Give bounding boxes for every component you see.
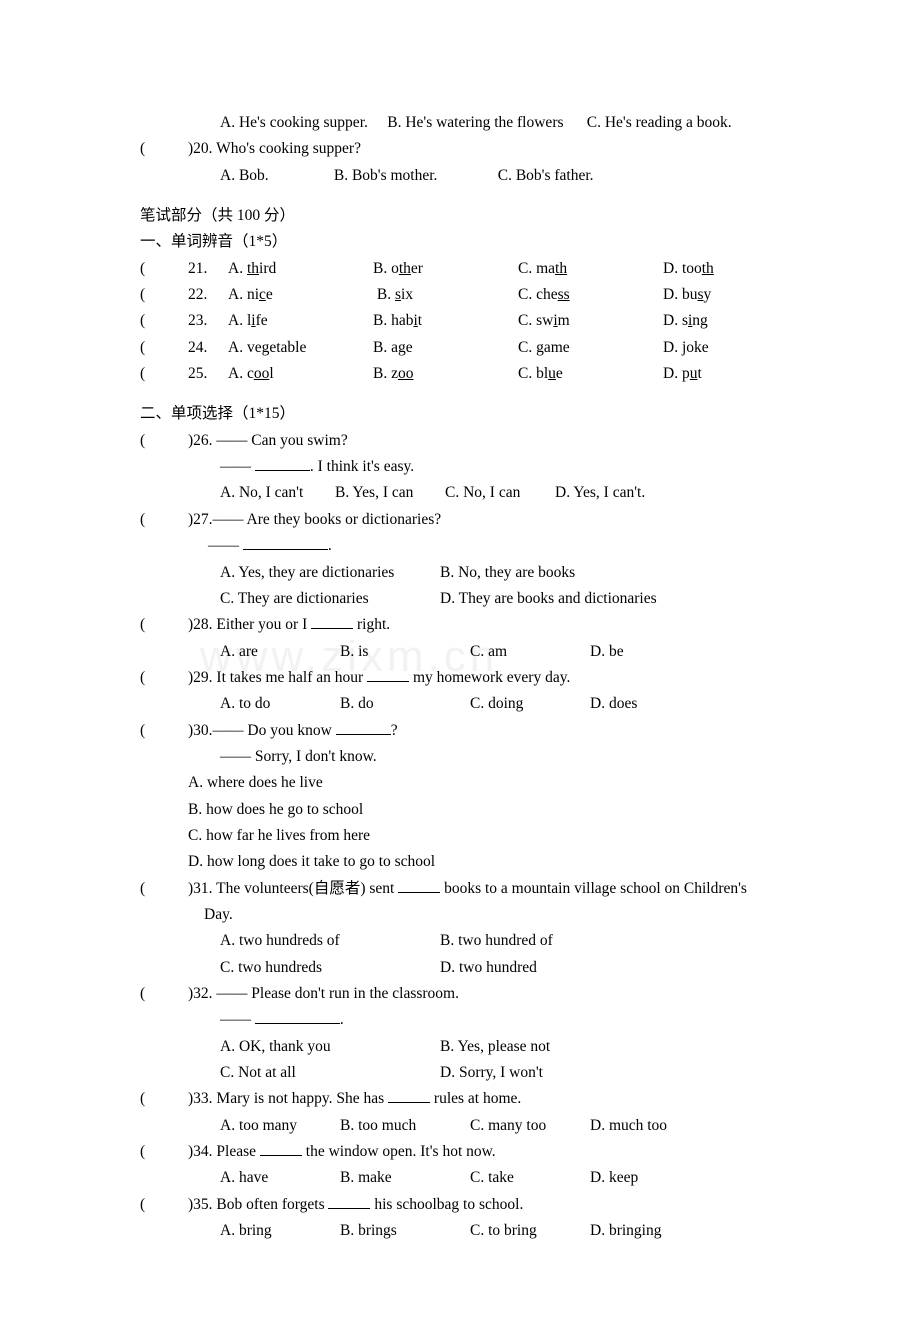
top-options: A. He's cooking supper. B. He's watering… bbox=[140, 110, 800, 136]
q27-options-2: C. They are dictionaries D. They are boo… bbox=[140, 586, 800, 612]
opt-b: B. He's watering the flowers bbox=[387, 114, 563, 131]
q28: ( )28. Either you or I right. bbox=[140, 612, 800, 638]
opt-c: C. Bob's father. bbox=[498, 167, 594, 184]
opt-b: B. Bob's mother. bbox=[334, 163, 494, 189]
q26: ( )26. —— Can you swim? bbox=[140, 428, 800, 454]
q31-line2: Day. bbox=[140, 902, 800, 928]
sec1-table: ( 21. A. third B. other C. math D. tooth… bbox=[140, 256, 800, 388]
sec1-header: 一、单词辨音（1*5） bbox=[140, 229, 800, 255]
q30: ( )30.—— Do you know ? bbox=[140, 718, 800, 744]
q30-opt-a: A. where does he live bbox=[140, 770, 800, 796]
q27-options-1: A. Yes, they are dictionaries B. No, the… bbox=[140, 560, 800, 586]
q31: ( )31. The volunteers(自愿者) sent books to… bbox=[140, 876, 800, 902]
q30-opt-d: D. how long does it take to go to school bbox=[140, 849, 800, 875]
q29: ( )29. It takes me half an hour my homew… bbox=[140, 665, 800, 691]
q31-options-1: A. two hundreds of B. two hundred of bbox=[140, 928, 800, 954]
q20-options: A. Bob. B. Bob's mother. C. Bob's father… bbox=[140, 163, 800, 189]
bracket: ( bbox=[140, 136, 188, 162]
q34-options: A. have B. make C. take D. keep bbox=[140, 1165, 800, 1191]
q30-opt-b: B. how does he go to school bbox=[140, 797, 800, 823]
q27: ( )27.—— Are they books or dictionaries? bbox=[140, 507, 800, 533]
q20: ( )20. Who's cooking supper? bbox=[140, 136, 800, 162]
q32-line2: —— . bbox=[140, 1007, 800, 1033]
q33-options: A. too many B. too much C. many too D. m… bbox=[140, 1113, 800, 1139]
q28-options: A. are B. is C. am D. be bbox=[140, 639, 800, 665]
q30-line2: —— Sorry, I don't know. bbox=[140, 744, 800, 770]
q26-line2: —— . I think it's easy. bbox=[140, 454, 800, 480]
q32-options-2: C. Not at all D. Sorry, I won't bbox=[140, 1060, 800, 1086]
q33: ( )33. Mary is not happy. She has rules … bbox=[140, 1086, 800, 1112]
table-row: ( 24. A. vegetable B. age C. game D. jok… bbox=[140, 335, 800, 361]
q26-options: A. No, I can't B. Yes, I can C. No, I ca… bbox=[140, 480, 800, 506]
table-row: ( 22. A. nice B. six C. chess D. busy bbox=[140, 282, 800, 308]
table-row: ( 21. A. third B. other C. math D. tooth bbox=[140, 256, 800, 282]
q34: ( )34. Please the window open. It's hot … bbox=[140, 1139, 800, 1165]
opt-a: A. He's cooking supper. bbox=[220, 114, 368, 131]
q20-stem: )20. Who's cooking supper? bbox=[188, 136, 800, 162]
table-row: ( 23. A. life B. habit C. swim D. sing bbox=[140, 308, 800, 334]
opt-a: A. Bob. bbox=[220, 163, 330, 189]
table-row: ( 25. A. cool B. zoo C. blue D. put bbox=[140, 361, 800, 387]
q27-line2: —— . bbox=[140, 533, 800, 559]
sec2-header: 二、单项选择（1*15） bbox=[140, 401, 800, 427]
q29-options: A. to do B. do C. doing D. does bbox=[140, 691, 800, 717]
q35: ( )35. Bob often forgets his schoolbag t… bbox=[140, 1192, 800, 1218]
q30-opt-c: C. how far he lives from here bbox=[140, 823, 800, 849]
opt-c: C. He's reading a book. bbox=[587, 114, 732, 131]
q35-options: A. bring B. brings C. to bring D. bringi… bbox=[140, 1218, 800, 1244]
written-header: 笔试部分（共 100 分） bbox=[140, 203, 800, 229]
q31-options-2: C. two hundreds D. two hundred bbox=[140, 955, 800, 981]
q32-options-1: A. OK, thank you B. Yes, please not bbox=[140, 1034, 800, 1060]
q32: ( )32. —— Please don't run in the classr… bbox=[140, 981, 800, 1007]
